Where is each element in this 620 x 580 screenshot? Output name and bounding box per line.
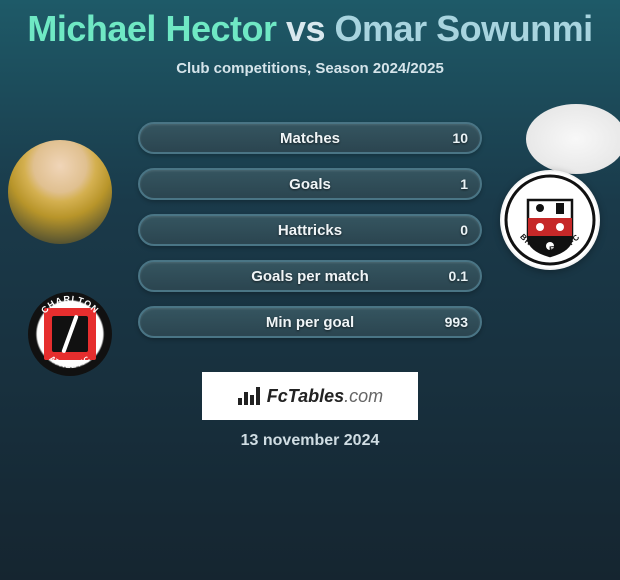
stat-row-goals: Goals 1: [138, 168, 482, 200]
stat-right-value: 1: [460, 176, 468, 192]
stat-label: Goals: [289, 176, 331, 193]
date-label: 13 november 2024: [241, 432, 380, 450]
stat-label: Min per goal: [266, 314, 354, 331]
player2-club-badge: BROMLEY · FC: [500, 170, 600, 270]
player2-name: Omar Sowunmi: [335, 8, 593, 49]
bars-icon: [237, 386, 261, 406]
stats-area: Matches 10 Goals 1 Hattricks 0 Goals per…: [138, 122, 482, 352]
subtitle: Club competitions, Season 2024/2025: [0, 60, 620, 77]
player2-avatar: [526, 104, 620, 174]
stat-label: Goals per match: [251, 268, 369, 285]
brand-name: FcTables: [267, 386, 344, 406]
player1-name: Michael Hector: [27, 8, 276, 49]
charlton-sword-icon: [44, 308, 96, 360]
stat-right-value: 0.1: [449, 268, 468, 284]
vs-label: vs: [286, 8, 325, 49]
page-title: Michael Hector vs Omar Sowunmi: [0, 0, 620, 50]
stat-row-matches: Matches 10: [138, 122, 482, 154]
stat-right-value: 993: [445, 314, 468, 330]
stat-row-mpg: Min per goal 993: [138, 306, 482, 338]
stat-right-value: 10: [452, 130, 468, 146]
brand-logo: FcTables.com: [202, 372, 418, 420]
brand-text: FcTables.com: [267, 386, 383, 407]
stat-right-value: 0: [460, 222, 468, 238]
player1-club-badge: [28, 292, 112, 376]
player1-avatar: [8, 140, 112, 244]
stat-label: Matches: [280, 130, 340, 147]
stat-row-hattricks: Hattricks 0: [138, 214, 482, 246]
stat-row-gpm: Goals per match 0.1: [138, 260, 482, 292]
stat-label: Hattricks: [278, 222, 342, 239]
brand-suffix: .com: [344, 386, 383, 406]
